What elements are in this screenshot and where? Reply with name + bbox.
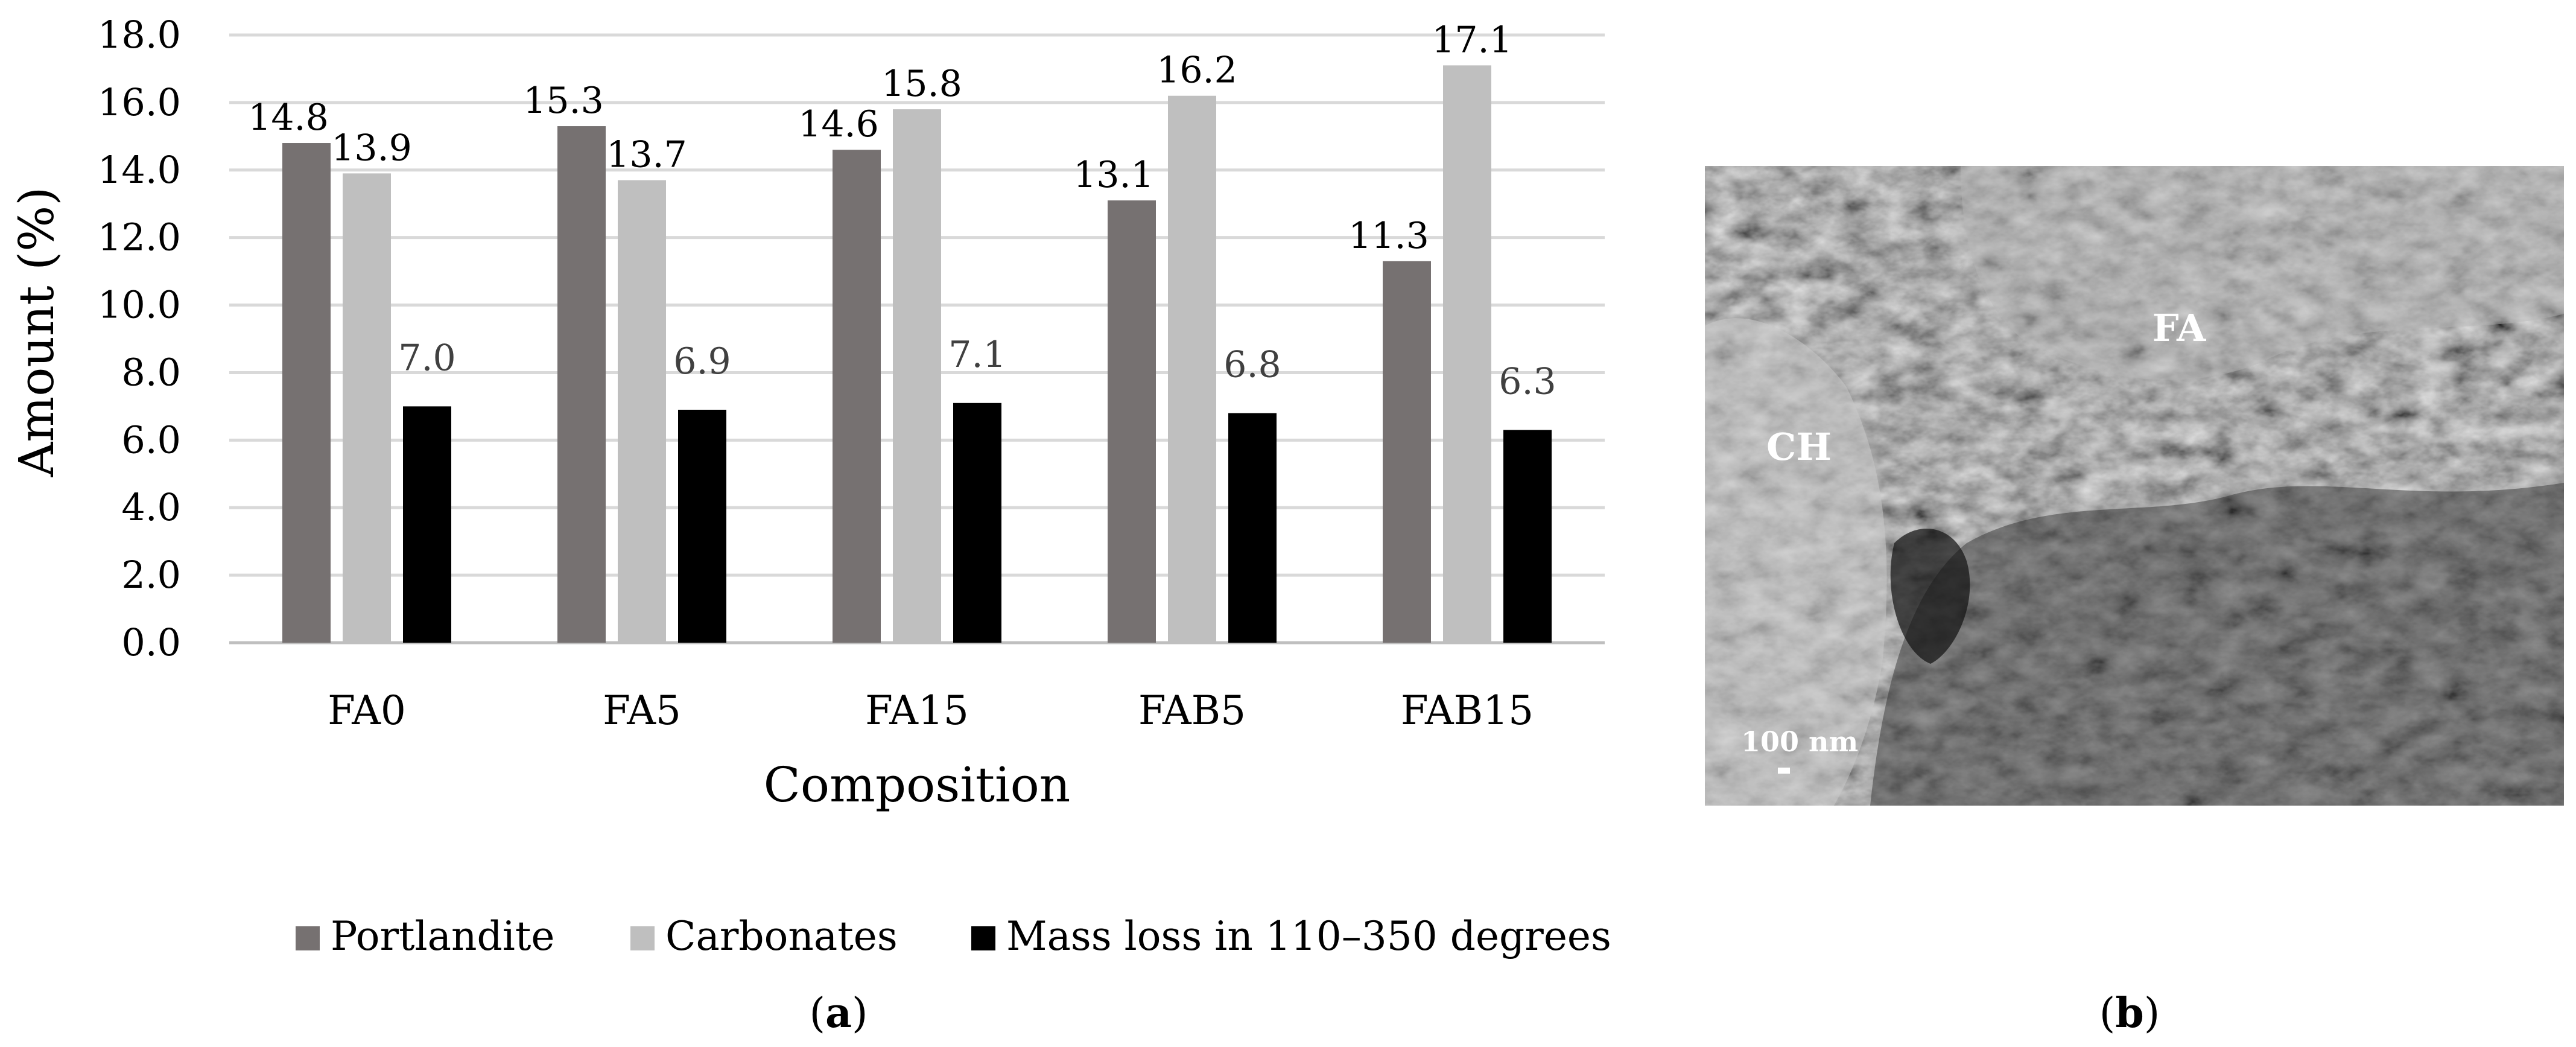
bar bbox=[1228, 413, 1277, 643]
micrograph-light-fibers bbox=[1961, 166, 2564, 380]
micrograph-label-ch: CH bbox=[1766, 425, 1832, 469]
bar bbox=[403, 406, 451, 643]
legend-label: Portlandite bbox=[331, 913, 554, 959]
micrograph-label-fa: FA bbox=[2152, 306, 2206, 350]
micrograph-dark-region bbox=[1870, 483, 2564, 806]
bar bbox=[557, 126, 606, 643]
category-label: FAB15 bbox=[1401, 687, 1534, 734]
micrograph-light-region bbox=[1705, 318, 1887, 806]
y-tick-label: 10.0 bbox=[98, 283, 181, 327]
y-tick-label: 12.0 bbox=[98, 215, 181, 259]
legend-swatch bbox=[630, 926, 655, 950]
data-label: 6.8 bbox=[1223, 344, 1281, 386]
bar-chart: 0.0 2.0 4.0 6.0 8.0 10.0 12.0 14.0 16.0 18.0 14.8… bbox=[8, 13, 1611, 1037]
bar bbox=[1168, 95, 1216, 643]
legend-label: Carbonates bbox=[665, 913, 898, 959]
y-tick-label: 6.0 bbox=[121, 418, 181, 462]
data-label: 6.9 bbox=[673, 340, 731, 383]
bar bbox=[953, 403, 1001, 643]
y-tick-label: 2.0 bbox=[121, 553, 181, 597]
category-label: FA15 bbox=[865, 687, 969, 734]
data-label: 6.3 bbox=[1499, 361, 1556, 403]
bar bbox=[678, 409, 726, 643]
x-axis-title: Composition bbox=[764, 757, 1071, 813]
y-tick-label: 4.0 bbox=[121, 485, 181, 529]
category-label: FA5 bbox=[603, 687, 681, 734]
micrograph-scale-label: 100 nm bbox=[1741, 725, 1858, 758]
data-label: 13.7 bbox=[606, 134, 687, 176]
y-tick-label: 18.0 bbox=[98, 13, 181, 57]
bar bbox=[282, 143, 331, 643]
panel-label-a: (a) bbox=[809, 989, 868, 1037]
bar bbox=[1108, 200, 1156, 643]
data-label: 17.1 bbox=[1432, 19, 1512, 61]
data-label: 13.1 bbox=[1073, 154, 1154, 196]
data-label: 14.8 bbox=[248, 97, 329, 139]
panel-label-b: (b) bbox=[2099, 989, 2160, 1037]
y-tick-label: 16.0 bbox=[98, 80, 181, 124]
legend-swatch bbox=[971, 926, 995, 950]
y-axis-title: Amount (%) bbox=[8, 187, 65, 478]
bar bbox=[1503, 430, 1552, 643]
data-label: 14.6 bbox=[798, 103, 879, 145]
data-label: 13.9 bbox=[331, 127, 412, 169]
data-label: 15.8 bbox=[881, 63, 962, 105]
bar bbox=[1383, 261, 1431, 643]
legend-label: Mass loss in 110–350 degrees bbox=[1006, 913, 1611, 959]
bar bbox=[1443, 65, 1491, 643]
micrograph-dark-cavity bbox=[1890, 529, 1970, 664]
bar bbox=[343, 173, 391, 643]
category-labels: FA0 FA5 FA15 FAB5 FAB15 bbox=[328, 687, 1534, 734]
data-label: 11.3 bbox=[1348, 215, 1429, 257]
bars bbox=[282, 65, 1552, 643]
category-label: FAB5 bbox=[1138, 687, 1246, 734]
legend-swatch bbox=[296, 926, 320, 950]
data-label: 16.2 bbox=[1156, 49, 1237, 92]
data-label: 15.3 bbox=[523, 80, 604, 122]
bar bbox=[893, 109, 941, 643]
sem-micrograph: FA CH 100 nm (b) bbox=[1705, 166, 2564, 1037]
data-labels: 14.813.9 7.0 15.313.7 6.9 14.615.8 7.1 13.1 16.… bbox=[248, 19, 1556, 403]
y-tick-label: 14.0 bbox=[98, 148, 181, 192]
y-tick-label: 8.0 bbox=[121, 350, 181, 394]
legend: Portlandite Carbonates Mass loss in 110–35… bbox=[296, 913, 1611, 959]
category-label: FA0 bbox=[328, 687, 406, 734]
data-label: 7.1 bbox=[948, 334, 1006, 376]
bar bbox=[833, 150, 881, 643]
bar bbox=[618, 180, 666, 643]
micrograph-scale-bar bbox=[1778, 768, 1790, 774]
y-tick-label: 0.0 bbox=[121, 620, 181, 664]
panel-label-b-letter: b bbox=[2115, 989, 2144, 1037]
data-label: 7.0 bbox=[398, 337, 455, 379]
y-axis-ticks: 0.0 2.0 4.0 6.0 8.0 10.0 12.0 14.0 16.0 18.0 bbox=[98, 13, 181, 664]
panel-label-a-letter: a bbox=[825, 989, 852, 1037]
